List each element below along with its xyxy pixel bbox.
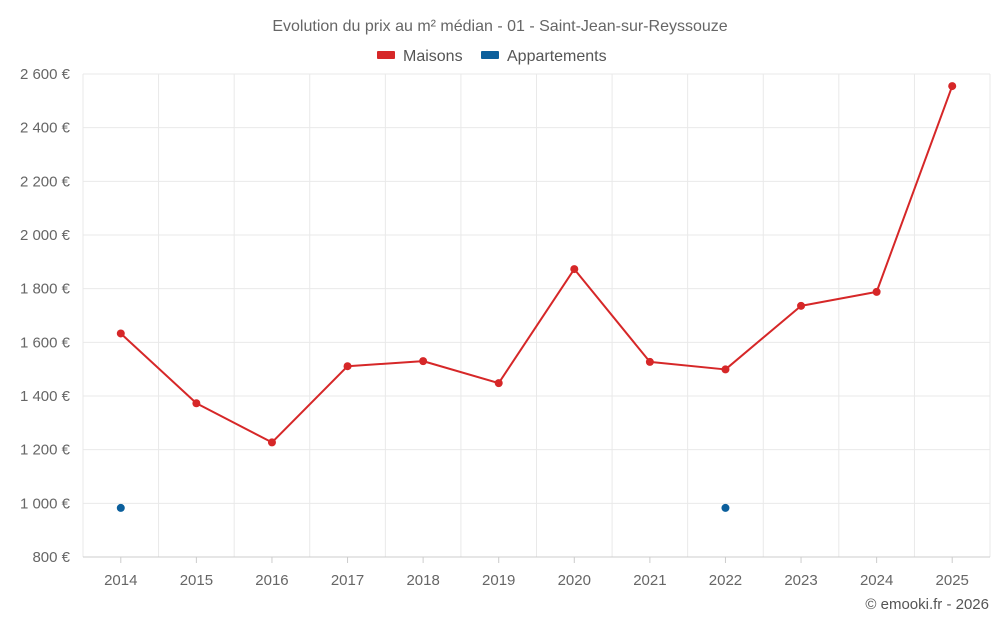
x-tick-label: 2017 (331, 572, 364, 589)
data-point-maisons[interactable] (797, 301, 806, 310)
data-point-maisons[interactable] (419, 357, 428, 366)
data-point-maisons[interactable] (267, 438, 276, 447)
x-tick-label: 2014 (104, 572, 137, 589)
credit-text: © emooki.fr - 2026 (865, 596, 989, 613)
data-point-maisons[interactable] (192, 399, 201, 408)
legend-label-appartements: Appartements (507, 48, 607, 65)
x-tick-label: 2025 (936, 572, 969, 589)
data-point-maisons[interactable] (570, 265, 579, 274)
chart-title: Evolution du prix au m² médian - 01 - Sa… (272, 18, 727, 35)
x-tick-label: 2019 (482, 572, 515, 589)
axes: 800 € 1 000 € 1 200 € 1 400 € 1 600 € 1 800 €… (20, 66, 990, 589)
y-tick-label: 1 600 € (20, 334, 71, 351)
y-tick-label: 1 000 € (20, 495, 71, 512)
x-tick-label: 2023 (784, 572, 817, 589)
x-tick-label: 2016 (255, 572, 288, 589)
legend-label-maisons: Maisons (403, 48, 463, 65)
x-tick-label: 2015 (180, 572, 213, 589)
y-tick-label: 2 400 € (20, 120, 71, 137)
x-tick-label: 2020 (558, 572, 591, 589)
data-point-maisons[interactable] (721, 365, 730, 374)
y-tick-label: 1 200 € (20, 442, 71, 459)
series-line-maisons (120, 85, 954, 444)
x-tick-label: 2022 (709, 572, 742, 589)
legend-item-appartements[interactable]: Appartements (481, 48, 607, 65)
grid (82, 73, 991, 557)
y-tick-label: 800 € (32, 549, 70, 566)
data-point-maisons[interactable] (494, 379, 503, 388)
data-point-maisons[interactable] (343, 362, 352, 371)
data-point-maisons[interactable] (645, 357, 654, 366)
legend-swatch-appartements (481, 51, 499, 59)
series (116, 82, 957, 512)
data-point-maisons[interactable] (948, 82, 957, 91)
x-tick-label: 2018 (406, 572, 439, 589)
y-tick-label: 2 600 € (20, 66, 71, 83)
data-point-appartements[interactable] (116, 503, 125, 512)
data-point-maisons[interactable] (872, 287, 881, 296)
x-tick-label: 2024 (860, 572, 893, 589)
legend-swatch-maisons (377, 51, 395, 59)
data-point-maisons[interactable] (116, 329, 125, 338)
y-tick-label: 2 200 € (20, 173, 71, 190)
y-tick-label: 2 000 € (20, 227, 71, 244)
x-tick-label: 2021 (633, 572, 666, 589)
legend-item-maisons[interactable]: Maisons (377, 48, 463, 65)
legend: Maisons Appartements (377, 48, 607, 65)
y-tick-label: 1 400 € (20, 388, 71, 405)
data-point-appartements[interactable] (721, 503, 730, 512)
y-tick-label: 1 800 € (20, 281, 71, 298)
